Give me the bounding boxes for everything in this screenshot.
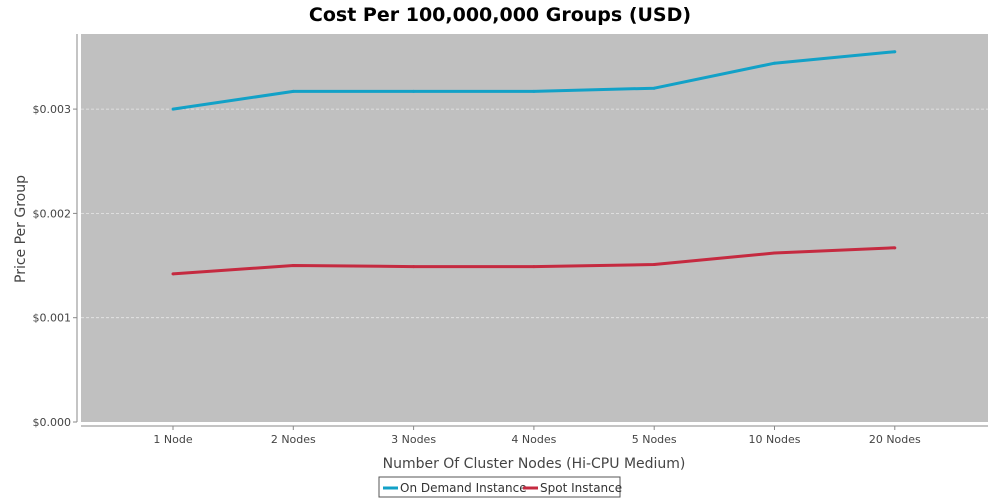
data-point bbox=[412, 89, 416, 93]
y-tick-label: $0.003 bbox=[33, 103, 72, 116]
data-point bbox=[532, 265, 536, 269]
data-point bbox=[652, 263, 656, 267]
gridlines bbox=[81, 108, 988, 319]
data-point bbox=[412, 265, 416, 269]
x-tick-label: 2 Nodes bbox=[271, 433, 316, 446]
y-tick-label: $0.001 bbox=[33, 312, 72, 325]
data-point bbox=[532, 89, 536, 93]
axes bbox=[76, 34, 988, 427]
x-tick-label: 3 Nodes bbox=[391, 433, 436, 446]
y-ticks: $0.000 $0.001 $0.002 $0.003 bbox=[33, 103, 77, 429]
plot-area bbox=[81, 34, 988, 422]
data-point bbox=[291, 264, 295, 268]
data-point bbox=[773, 61, 776, 65]
data-point bbox=[893, 246, 897, 250]
x-ticks: 1 Node 2 Nodes 3 Nodes 4 Nodes 5 Nodes 10 Nod… bbox=[153, 426, 921, 446]
legend-box bbox=[378, 476, 621, 498]
data-point bbox=[893, 50, 897, 54]
x-tick-label: 4 Nodes bbox=[511, 433, 556, 446]
legend-label-spot: Spot Instance bbox=[540, 481, 622, 495]
data-point bbox=[291, 89, 295, 93]
x-axis-label: Number Of Cluster Nodes (Hi-CPU Medium) bbox=[383, 456, 686, 472]
legend: On Demand Instance Spot Instance bbox=[378, 476, 622, 498]
x-tick-label: 10 Nodes bbox=[749, 433, 801, 446]
data-point bbox=[171, 272, 175, 276]
y-axis-label: Price Per Group bbox=[13, 175, 29, 283]
y-tick-label: $0.000 bbox=[33, 416, 72, 429]
series-lines bbox=[171, 50, 897, 276]
chart-title: Cost Per 100,000,000 Groups (USD) bbox=[309, 4, 691, 26]
data-point bbox=[773, 251, 776, 255]
legend-label-on-demand: On Demand Instance bbox=[400, 481, 527, 495]
y-tick-label: $0.002 bbox=[33, 207, 72, 220]
x-tick-label: 5 Nodes bbox=[632, 433, 677, 446]
x-tick-label: 1 Node bbox=[153, 433, 192, 446]
data-point bbox=[171, 107, 175, 111]
data-point bbox=[652, 86, 656, 90]
x-tick-label: 20 Nodes bbox=[869, 433, 921, 446]
